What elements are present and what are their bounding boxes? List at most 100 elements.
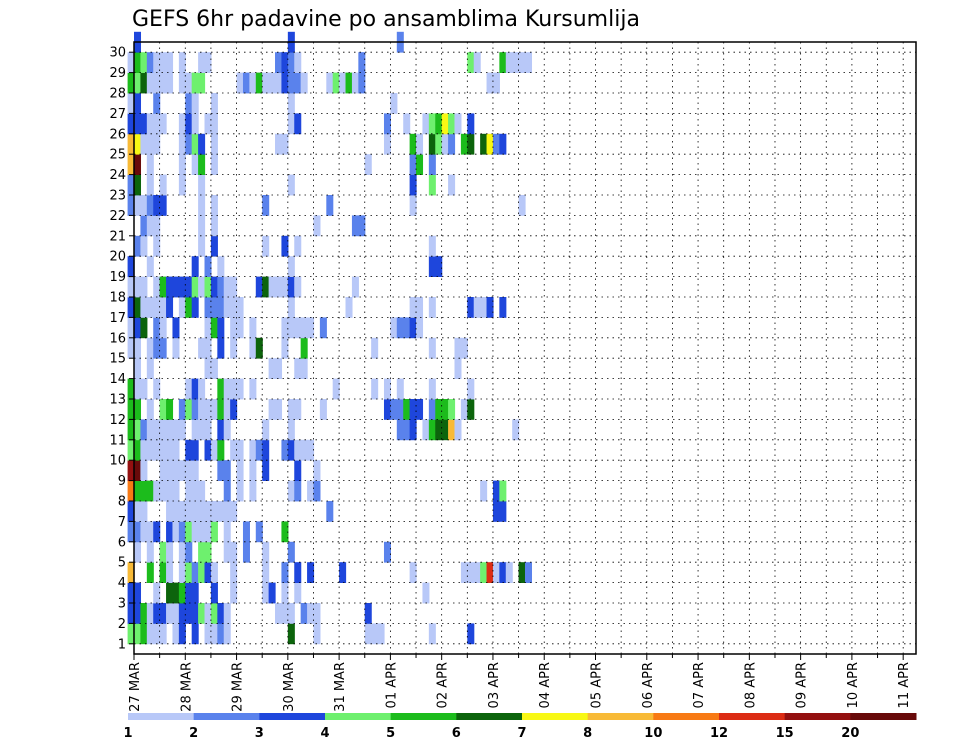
heatmap-cell xyxy=(242,72,250,94)
y-tick-label: 5 xyxy=(118,556,126,571)
heatmap-cell xyxy=(454,358,462,379)
heatmap-cell xyxy=(371,337,379,359)
heatmap-cell xyxy=(377,623,385,645)
heatmap-cell xyxy=(428,154,436,175)
heatmap-cell xyxy=(166,52,174,73)
heatmap-cell xyxy=(159,317,167,339)
heatmap-cell xyxy=(127,603,135,624)
heatmap-cell xyxy=(166,460,174,481)
heatmap-cell xyxy=(159,562,167,583)
heatmap-cell xyxy=(255,276,263,298)
heatmap-cell xyxy=(185,562,193,583)
heatmap-cell xyxy=(185,521,193,543)
heatmap-cell xyxy=(198,399,206,420)
heatmap-cell xyxy=(134,521,142,543)
heatmap-cell xyxy=(127,52,135,73)
heatmap-cell xyxy=(409,195,417,216)
heatmap-cell xyxy=(146,215,154,237)
heatmap-cell xyxy=(172,521,180,543)
heatmap-cell xyxy=(403,399,411,420)
heatmap-cell xyxy=(416,154,424,175)
heatmap-cell xyxy=(210,195,218,216)
heatmap-cell xyxy=(204,337,212,359)
heatmap-cell xyxy=(300,337,308,359)
heatmap-cell xyxy=(204,399,212,420)
heatmap-cell xyxy=(134,133,142,155)
colorbar-swatch xyxy=(784,713,851,720)
heatmap-cell xyxy=(307,603,315,624)
heatmap-cell xyxy=(172,439,180,461)
y-tick-label: 2 xyxy=(118,617,126,632)
heatmap-cell xyxy=(146,623,154,645)
heatmap-cell xyxy=(217,399,225,420)
colorbar-swatch xyxy=(128,713,195,720)
heatmap-cell xyxy=(166,399,174,420)
heatmap-cell xyxy=(300,358,308,379)
heatmap-cell xyxy=(294,562,302,583)
heatmap-cell xyxy=(127,419,135,441)
heatmap-cell xyxy=(191,480,199,502)
x-tick-label: 03 APR xyxy=(487,662,502,708)
heatmap-cell xyxy=(146,256,154,277)
heatmap-cell xyxy=(140,480,148,502)
heatmap-cell xyxy=(210,582,218,604)
heatmap-cell xyxy=(441,133,449,155)
heatmap-cell xyxy=(287,541,295,563)
x-tick-label: 06 APR xyxy=(641,662,656,708)
heatmap-cell xyxy=(287,256,295,277)
heatmap-cell xyxy=(262,439,270,461)
heatmap-cell xyxy=(281,582,289,604)
heatmap-cell xyxy=(236,317,244,339)
heatmap-cell xyxy=(191,521,199,543)
heatmap-cell xyxy=(448,174,456,196)
heatmap-cell xyxy=(191,256,199,277)
heatmap-cell xyxy=(210,623,218,645)
heatmap-cell xyxy=(146,195,154,216)
colorbar-swatch xyxy=(259,713,326,720)
x-tick-label: 29 MAR xyxy=(231,662,246,712)
heatmap-cell xyxy=(140,623,148,645)
heatmap-cell xyxy=(191,154,199,175)
heatmap-cell xyxy=(416,317,424,339)
heatmap-cell xyxy=(281,439,289,461)
heatmap-cell xyxy=(134,419,142,441)
heatmap-cell xyxy=(236,297,244,318)
x-tick-label: 11 APR xyxy=(897,662,912,708)
heatmap-cell xyxy=(153,603,161,624)
heatmap-cell xyxy=(153,480,161,502)
heatmap-cell xyxy=(364,154,372,175)
heatmap-cell xyxy=(191,399,199,420)
heatmap-cell xyxy=(281,276,289,298)
heatmap-cell xyxy=(505,52,513,73)
heatmap-cell xyxy=(448,399,456,420)
heatmap-cell xyxy=(467,623,475,645)
y-tick-label: 25 xyxy=(109,148,126,163)
heatmap-cell xyxy=(262,72,270,94)
heatmap-cell xyxy=(223,276,231,298)
colorbar-label: 6 xyxy=(452,726,461,741)
heatmap-cell xyxy=(217,317,225,339)
heatmap-cell xyxy=(441,399,449,420)
x-axis-ticks: 27 MAR 28 MAR 29 MAR 30 MAR 31 MAR 01 APR 02 A… xyxy=(128,654,912,712)
heatmap-cell xyxy=(268,399,276,420)
heatmap-cell xyxy=(210,93,218,114)
heatmap-cell xyxy=(383,378,391,400)
heatmap-cell xyxy=(422,582,430,604)
heatmap-cell xyxy=(172,276,180,298)
heatmap-cell xyxy=(262,562,270,583)
colorbar-label: 7 xyxy=(517,726,526,741)
heatmap-cell xyxy=(499,562,507,583)
heatmap-cell xyxy=(134,235,142,257)
heatmap-cell xyxy=(230,541,238,563)
heatmap-cell xyxy=(281,72,289,94)
y-tick-label: 3 xyxy=(118,597,126,612)
heatmap-cells xyxy=(127,31,533,645)
heatmap-cell xyxy=(204,501,212,522)
heatmap-cell xyxy=(230,439,238,461)
heatmap-cell xyxy=(153,195,161,216)
heatmap-cell xyxy=(294,72,302,94)
y-tick-label: 18 xyxy=(109,291,126,306)
heatmap-cell xyxy=(178,276,186,298)
heatmap-cell xyxy=(178,72,186,94)
heatmap-cell xyxy=(223,501,231,522)
